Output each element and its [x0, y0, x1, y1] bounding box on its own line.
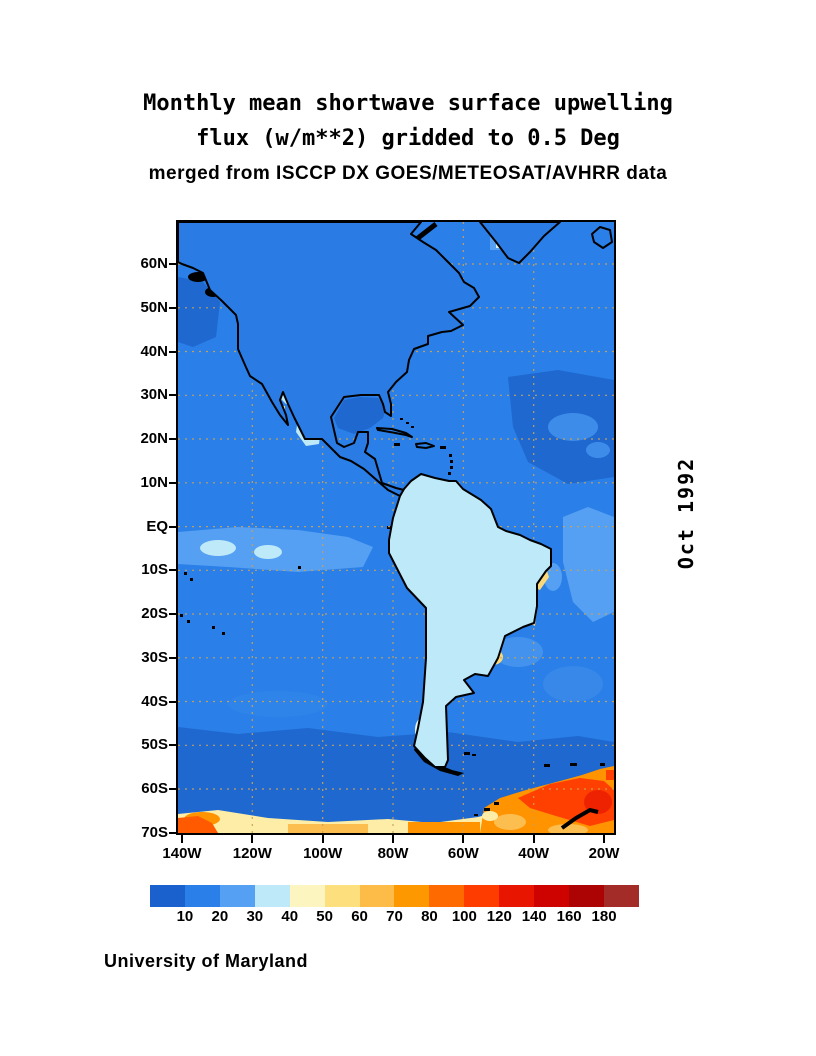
- lat-tick-label: EQ: [146, 517, 168, 535]
- figure-title: Monthly mean shortwave surface upwelling…: [0, 86, 816, 185]
- lat-tick-label: 20S: [141, 605, 168, 623]
- lat-tick-label: 10N: [140, 473, 168, 491]
- colorbar-tick-label: 50: [316, 908, 333, 925]
- lon-tick: [181, 835, 183, 843]
- colorbar-segment: [289, 885, 325, 907]
- credit-text: University of Maryland: [104, 951, 309, 971]
- title-line-1: Monthly mean shortwave surface upwelling: [143, 91, 673, 116]
- colorbar-segment: [359, 885, 395, 907]
- lon-tick-label: 120W: [232, 845, 272, 862]
- lat-tick-label: 60S: [141, 780, 168, 798]
- colorbar-tick-label: 20: [211, 908, 229, 925]
- lat-tick: [169, 656, 178, 659]
- colorbar-segment: [184, 885, 220, 907]
- colorbar: [150, 885, 639, 907]
- title-subtitle: merged from ISCCP DX GOES/METEOSAT/AVHRR…: [148, 163, 668, 184]
- lon-tick: [532, 835, 535, 843]
- colorbar-tick-label: 30: [246, 908, 264, 925]
- lon-tick-label: 80W: [377, 845, 409, 862]
- lat-tick: [169, 438, 178, 441]
- lat-tick-label: 50S: [141, 736, 168, 754]
- lon-tick: [602, 835, 605, 843]
- lon-tick-label: 40W: [518, 845, 550, 862]
- lat-tick: [169, 350, 178, 353]
- lat-tick: [169, 831, 178, 834]
- lon-tick-label: 100W: [303, 845, 343, 862]
- colorbar-segment: [394, 885, 430, 907]
- colorbar-tick-label: 40: [281, 908, 299, 925]
- lat-tick: [169, 569, 178, 572]
- date-label: Oct 1992: [674, 456, 698, 570]
- lat-tick-label: 30N: [140, 386, 168, 404]
- ocean-light-regions: [178, 413, 614, 717]
- colorbar-segment: [324, 885, 360, 907]
- colorbar-tick-label: 140: [521, 908, 547, 925]
- lat-tick-label: 70S: [141, 823, 168, 841]
- lon-tick-label: 60W: [447, 845, 479, 862]
- colorbar-tick-label: 70: [386, 908, 403, 925]
- lat-tick-label: 10S: [141, 561, 168, 579]
- colorbar-segment: [569, 885, 604, 907]
- colorbar-tick-label: 180: [591, 908, 617, 925]
- lat-tick-label: 30S: [141, 648, 168, 666]
- colorbar-segment: [464, 885, 500, 907]
- lon-tick-label: 140W: [162, 845, 202, 862]
- colorbar-segment: [254, 885, 290, 907]
- map-frame: [176, 220, 616, 835]
- lat-tick: [169, 306, 178, 309]
- colorbar-tick-label: 10: [176, 908, 194, 925]
- lat-tick: [169, 700, 178, 703]
- lat-tick-label: 20N: [140, 430, 168, 448]
- lat-tick-label: 50N: [140, 298, 168, 316]
- colorbar-tick-label: 100: [451, 908, 477, 925]
- colorbar-segment: [499, 885, 535, 907]
- lon-tick-label: 20W: [588, 845, 620, 862]
- lon-tick: [462, 835, 465, 843]
- lat-tick: [169, 394, 178, 397]
- colorbar-segment: [534, 885, 570, 907]
- map-canvas: [178, 222, 614, 833]
- colorbar-tick-label: 80: [421, 908, 438, 925]
- lat-tick-label: 40S: [141, 692, 168, 710]
- lat-tick: [169, 525, 178, 528]
- colorbar-segment: [150, 885, 185, 907]
- lon-tick: [321, 835, 324, 843]
- lat-tick-label: 40N: [140, 342, 168, 360]
- lon-tick: [251, 835, 254, 843]
- colorbar-segment: [429, 885, 465, 907]
- colorbar-tick-label: 120: [486, 908, 512, 925]
- lat-tick-label: 60N: [140, 255, 168, 272]
- lat-tick: [169, 613, 178, 616]
- colorbar-tick-label: 160: [556, 908, 582, 925]
- lat-tick: [169, 263, 178, 265]
- lat-tick: [169, 481, 178, 484]
- colorbar-segment: [219, 885, 255, 907]
- title-line-2: flux (w/m**2) gridded to 0.5 Deg: [196, 126, 620, 151]
- colorbar-segment: [603, 885, 639, 907]
- lon-tick: [391, 835, 394, 843]
- colorbar-tick-label: 60: [351, 908, 368, 925]
- lat-tick: [169, 788, 178, 791]
- lat-tick: [169, 744, 178, 747]
